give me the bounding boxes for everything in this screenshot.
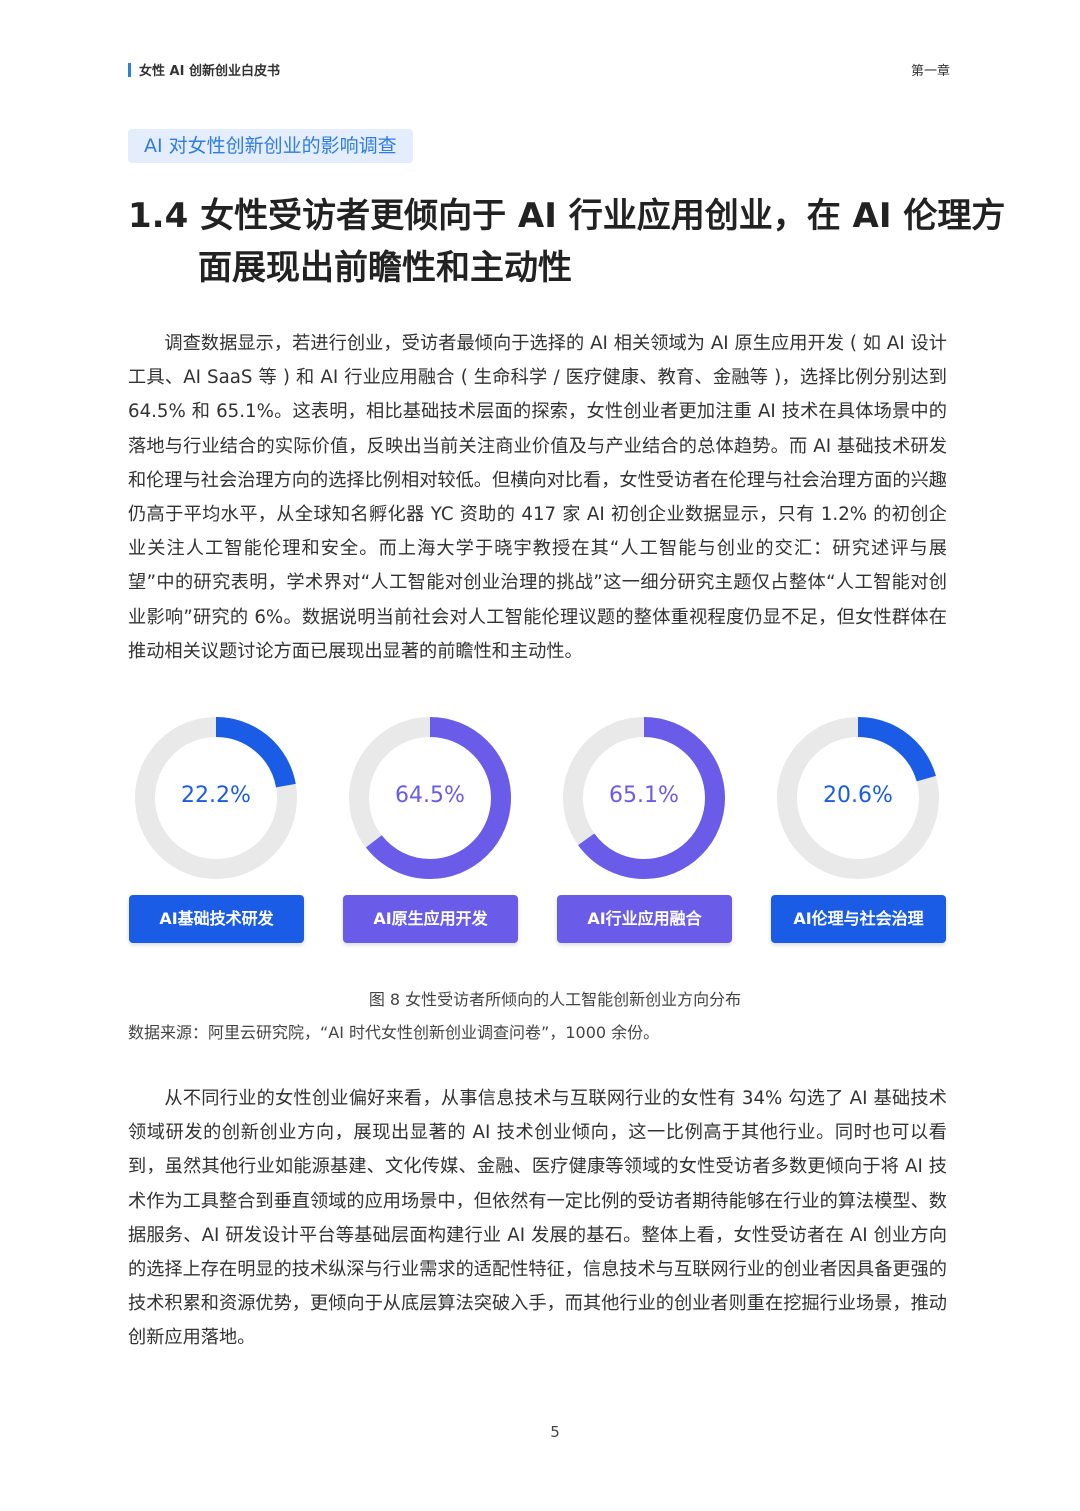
body-paragraph-1: 调查数据显示，若进行创业，受访者最倾向于选择的 AI 相关领域为 AI 原生应用…: [128, 333, 947, 662]
category-label: AI行业应用融合: [557, 895, 732, 943]
section-title: 1.4 女性受访者更倾向于 AI 行业应用创业，在 AI 伦理方面展现出前瞻性和…: [128, 196, 1006, 288]
donut-segment: [349, 717, 511, 879]
donut-1: [135, 717, 297, 879]
donut-2: [349, 717, 511, 879]
donut-segment: [563, 717, 725, 879]
donut-4: [777, 717, 939, 879]
donut-3: [563, 717, 725, 879]
donut-segment: [777, 717, 939, 879]
chapter-label: 第一章: [910, 64, 950, 79]
book-title: 女性 AI 创新创业白皮书: [139, 64, 280, 79]
body-paragraph-2: 从不同行业的女性创业偏好来看，从事信息技术与互联网行业的女性有 34% 勾选了 …: [128, 1088, 947, 1349]
data-source: 数据来源：阿里云研究院，“AI 时代女性创新创业调查问卷”，1000 余份。: [128, 1023, 660, 1042]
page-number: 5: [550, 1423, 560, 1441]
header-accent-bar: [128, 62, 131, 77]
category-label: AI伦理与社会治理: [771, 895, 946, 943]
donut-value-label: 64.5%: [395, 783, 465, 808]
running-header: 女性 AI 创新创业白皮书: [128, 60, 280, 79]
donut-segment: [135, 717, 297, 879]
donut-value-label: 20.6%: [823, 783, 893, 808]
donut-value-label: 65.1%: [609, 783, 679, 808]
section-tag: AI 对女性创新创业的影响调查: [128, 129, 413, 163]
category-label: AI原生应用开发: [343, 895, 518, 943]
category-label: AI基础技术研发: [129, 895, 304, 943]
figure-caption: 图 8 女性受访者所倾向的人工智能创新创业方向分布: [368, 990, 742, 1009]
donut-value-label: 22.2%: [181, 783, 251, 808]
